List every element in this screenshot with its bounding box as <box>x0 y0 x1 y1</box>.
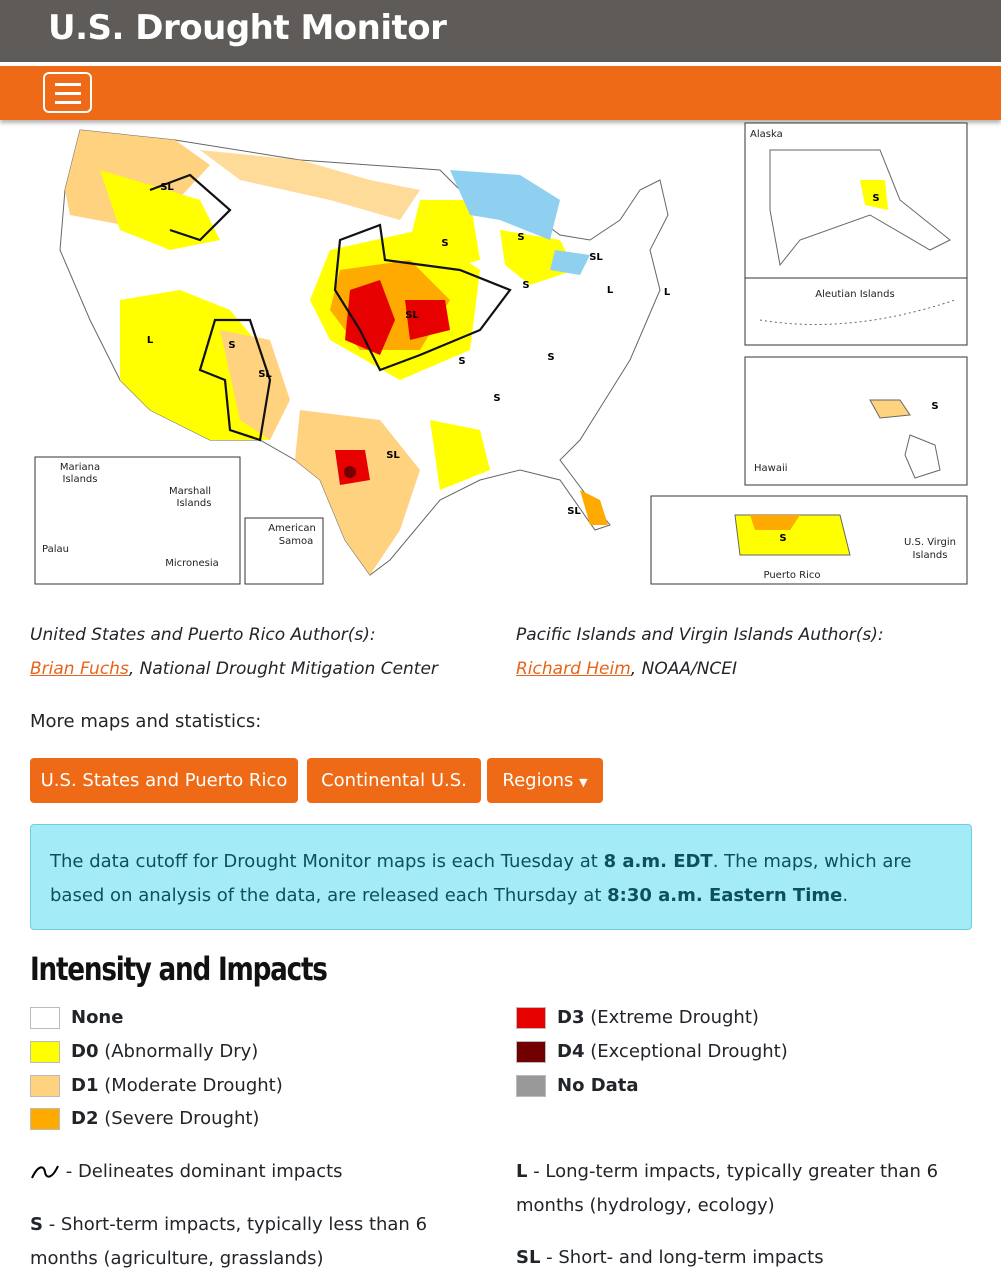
legend-swatch <box>516 1041 546 1063</box>
impact-desc: L - Long-term impacts, typically greater… <box>516 1155 986 1223</box>
legend-desc: (Severe Drought) <box>98 1108 260 1129</box>
impact-label: S <box>547 352 554 363</box>
map-label: American <box>268 523 316 534</box>
impact-label: SL <box>160 182 174 193</box>
legend-code: D2 <box>71 1108 99 1129</box>
notice: The data cutoff for Drought Monitor maps… <box>30 824 972 930</box>
legend-item: D3 (Extreme Drought) <box>557 1007 759 1028</box>
map-label: Micronesia <box>165 558 219 569</box>
button[interactable]: Continental U.S. <box>307 758 481 803</box>
legend-code: None <box>71 1007 124 1028</box>
map-label: Marshall <box>169 486 211 497</box>
map-label: Islands <box>913 550 948 561</box>
author-link[interactable]: Brian Fuchs <box>30 659 129 679</box>
notice-bold: 8:30 a.m. Eastern Time <box>607 885 843 906</box>
section-title: Intensity and Impacts <box>30 950 328 988</box>
menu-button[interactable] <box>43 72 92 113</box>
legend-item: D1 (Moderate Drought) <box>71 1075 283 1096</box>
legend-swatch <box>30 1108 60 1130</box>
button-label: Regions <box>502 770 574 791</box>
map-label: Hawaii <box>754 463 788 474</box>
impact-label: S <box>441 238 448 249</box>
impact-desc: S - Short-term impacts, typically less t… <box>30 1208 500 1276</box>
legend-desc: (Abnormally Dry) <box>98 1041 259 1062</box>
impact-label: S <box>517 232 524 243</box>
legend-desc: (Extreme Drought) <box>584 1007 759 1028</box>
impact-label: SL <box>589 252 603 263</box>
more-maps-label: More maps and statistics: <box>30 711 262 732</box>
site-title[interactable]: U.S. Drought Monitor <box>48 8 447 48</box>
legend-swatch <box>30 1007 60 1029</box>
impact-label: L <box>607 285 614 296</box>
legend-desc: (Exceptional Drought) <box>584 1041 788 1062</box>
author-line: Richard Heim, NOAA/NCEI <box>516 659 737 679</box>
legend-item: D4 (Exceptional Drought) <box>557 1041 788 1062</box>
impact-label: L <box>147 335 154 346</box>
legend-swatch <box>30 1075 60 1097</box>
legend-code: D1 <box>71 1075 99 1096</box>
map-label: Alaska <box>750 129 783 140</box>
legend-item: D2 (Severe Drought) <box>71 1108 259 1129</box>
legend-code: D3 <box>557 1007 585 1028</box>
legend-code: D4 <box>557 1041 585 1062</box>
impact-label: S <box>522 280 529 291</box>
impact-line-icon <box>31 1165 59 1179</box>
impact-text: - Delineates dominant impacts <box>60 1161 343 1182</box>
map-label: Aleutian Islands <box>815 289 894 300</box>
top-bar: U.S. Drought Monitor <box>0 0 1001 66</box>
impact-label: S <box>779 533 786 544</box>
legend-item: D0 (Abnormally Dry) <box>71 1041 258 1062</box>
author-link[interactable]: Richard Heim <box>516 659 631 679</box>
impact-label: SL <box>567 506 581 517</box>
author-line: Brian Fuchs, National Drought Mitigation… <box>30 659 438 679</box>
map-label: Puerto Rico <box>763 570 820 581</box>
impact-label: S <box>493 393 500 404</box>
impact-label: SL <box>405 310 419 321</box>
author-heading: Pacific Islands and Virgin Islands Autho… <box>516 625 884 645</box>
nav-bar <box>0 66 1001 120</box>
impact-code: SL <box>516 1247 541 1268</box>
impact-text: - Short-term impacts, typically less tha… <box>30 1214 428 1269</box>
legend-desc: (Moderate Drought) <box>98 1075 283 1096</box>
notice-text: . <box>842 885 849 906</box>
map-label: Islands <box>177 498 212 509</box>
legend-item: No Data <box>557 1075 639 1096</box>
impact-code: S <box>30 1214 43 1235</box>
map-label: Samoa <box>279 536 313 547</box>
author-affiliation: , National Drought Mitigation Center <box>128 659 438 679</box>
impact-label: SL <box>386 450 400 461</box>
legend-code: D0 <box>71 1041 99 1062</box>
impact-desc: SL - Short- and long-term impacts <box>516 1241 986 1275</box>
notice-bold: 8 a.m. EDT <box>603 851 713 872</box>
impact-text: - Long-term impacts, typically greater t… <box>516 1161 939 1216</box>
impact-label: L <box>664 287 671 298</box>
notice-text: The data cutoff for Drought Monitor maps… <box>50 851 604 872</box>
author-affiliation: , NOAA/NCEI <box>630 659 738 679</box>
legend-swatch <box>516 1007 546 1029</box>
impact-label: S <box>228 340 235 351</box>
map-label: Palau <box>42 544 69 555</box>
impact-desc: - Delineates dominant impacts <box>30 1155 500 1189</box>
impact-label: SL <box>258 369 272 380</box>
impact-text: - Short- and long-term impacts <box>540 1247 824 1268</box>
legend-code: No Data <box>557 1075 639 1096</box>
legend-swatch <box>30 1041 60 1063</box>
dropdown-button[interactable]: Regions ▼ <box>487 758 603 803</box>
map-label: Islands <box>63 474 98 485</box>
impact-label: S <box>458 356 465 367</box>
impact-label: S <box>872 193 879 204</box>
map-label: U.S. Virgin <box>904 537 956 548</box>
impact-label: S <box>931 401 938 412</box>
line-icon <box>31 1165 59 1179</box>
legend-swatch <box>516 1075 546 1097</box>
drought-map[interactable]: Alaska Aleutian Islands Hawaii Puerto Rico U… <box>0 122 1001 592</box>
button[interactable]: U.S. States and Puerto Rico <box>30 758 298 803</box>
notice-text: . The maps, which are based on analysis … <box>50 851 912 906</box>
author-heading: United States and Puerto Rico Author(s): <box>30 625 376 645</box>
legend-item: None <box>71 1007 123 1028</box>
impact-code: L <box>516 1161 528 1182</box>
map-label: Mariana <box>60 462 100 473</box>
caret: ▼ <box>579 776 588 789</box>
